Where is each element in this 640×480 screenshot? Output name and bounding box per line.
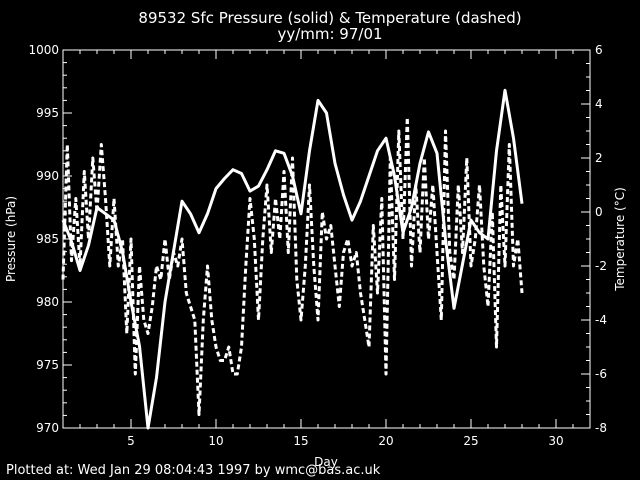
left-y-axis: 970 975 980 985 990 995 1000 bbox=[28, 43, 72, 435]
left-y-tick-label: 1000 bbox=[28, 43, 59, 57]
temperature-series-line bbox=[61, 116, 524, 416]
left-y-tick-label: 995 bbox=[36, 106, 59, 120]
right-y-tick-label: -8 bbox=[595, 421, 607, 435]
x-axis: 5 10 15 20 25 30 bbox=[62, 50, 591, 448]
x-axis-label: Day bbox=[314, 455, 338, 469]
left-y-tick-label: 990 bbox=[36, 169, 59, 183]
y-axis-label-right: Temperature (°C) bbox=[613, 187, 627, 292]
right-y-tick-label: 0 bbox=[595, 205, 603, 219]
plot-footer: Plotted at: Wed Jan 29 08:04:43 1997 by … bbox=[6, 463, 381, 478]
right-y-tick-label: -6 bbox=[595, 367, 607, 381]
right-y-axis: -8 -6 -4 -2 0 2 4 6 bbox=[581, 43, 607, 435]
left-y-tick-label: 975 bbox=[36, 358, 59, 372]
left-y-tick-label: 970 bbox=[36, 421, 59, 435]
series-layer bbox=[61, 88, 524, 430]
x-tick-label: 30 bbox=[548, 434, 563, 448]
right-y-tick-label: 6 bbox=[595, 43, 603, 57]
right-y-tick-label: -2 bbox=[595, 259, 607, 273]
x-tick-label: 15 bbox=[293, 434, 308, 448]
x-tick-label: 25 bbox=[463, 434, 478, 448]
left-y-tick-label: 985 bbox=[36, 232, 59, 246]
x-tick-label: 5 bbox=[127, 434, 135, 448]
right-y-tick-label: 4 bbox=[595, 97, 603, 111]
right-y-tick-label: -4 bbox=[595, 313, 607, 327]
y-axis-label-left: Pressure (hPa) bbox=[4, 196, 18, 282]
x-tick-label: 20 bbox=[378, 434, 393, 448]
left-y-tick-label: 980 bbox=[36, 295, 59, 309]
chart-title: 89532 Sfc Pressure (solid) & Temperature… bbox=[138, 9, 521, 27]
x-tick-label: 10 bbox=[208, 434, 223, 448]
chart-subtitle: yy/mm: 97/01 bbox=[277, 25, 382, 43]
right-y-tick-label: 2 bbox=[595, 151, 603, 165]
